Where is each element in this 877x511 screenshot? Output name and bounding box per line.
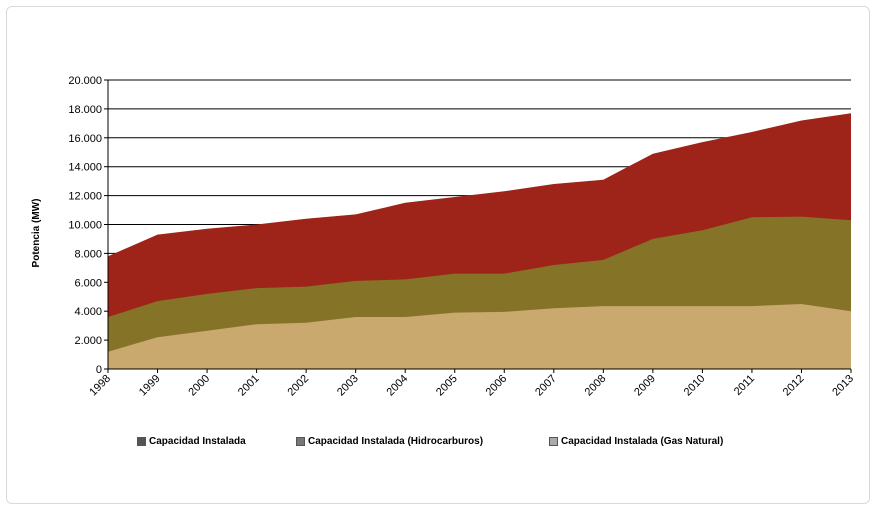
x-tick-label: 2000 <box>186 373 212 399</box>
y-tick-label: 18.000 <box>68 104 102 116</box>
area-series <box>108 113 851 369</box>
axes <box>104 79 852 373</box>
legend-swatch <box>296 437 305 446</box>
legend-item-gas-natural: Capacidad Instalada (Gas Natural) <box>549 436 723 447</box>
y-tick-label: 8.000 <box>74 248 102 260</box>
y-tick-label: 4.000 <box>74 306 102 318</box>
x-tick-label: 2005 <box>434 373 460 399</box>
x-tick-label: 1998 <box>87 373 113 399</box>
y-tick-label: 16.000 <box>68 133 102 145</box>
x-tick-label: 2008 <box>583 373 609 399</box>
legend-label: Capacidad Instalada (Gas Natural) <box>561 436 724 447</box>
y-tick-label: 20.000 <box>68 75 102 87</box>
x-tick-label: 2006 <box>484 373 510 399</box>
x-tick-label: 2011 <box>732 373 757 398</box>
legend-item-capacidad-instalada: Capacidad Instalada <box>137 436 246 447</box>
x-tick-label: 2013 <box>830 373 856 399</box>
legend-swatch <box>137 437 146 446</box>
x-tick-label: 2002 <box>285 373 311 399</box>
legend-label: Capacidad Instalada (Hidrocarburos) <box>308 436 484 447</box>
y-tick-label: 12.000 <box>68 191 102 203</box>
area-capacidad-instalada-gas-natural <box>108 304 851 369</box>
x-tick-labels: 1998 1999 2000 2001 2002 2003 2004 2005 2006 2007… <box>87 373 856 399</box>
x-tick-label: 2009 <box>632 373 658 399</box>
legend-label: Capacidad Instalada <box>149 436 246 447</box>
x-tick-label: 2012 <box>781 373 807 399</box>
x-tick-label: 2007 <box>533 373 559 399</box>
legend-swatch <box>549 437 558 446</box>
y-tick-label: 0 <box>96 364 102 376</box>
x-tick-label: 2003 <box>335 373 361 399</box>
legend-item-hidrocarburos: Capacidad Instalada (Hidrocarburos) <box>296 436 483 447</box>
y-tick-label: 6.000 <box>74 277 102 289</box>
y-tick-labels: 0 2.000 4.000 6.000 8.000 10.000 12.000 14.000 1… <box>68 75 102 376</box>
y-tick-label: 2.000 <box>74 335 102 347</box>
x-tick-label: 2010 <box>682 373 708 399</box>
legend: Capacidad Instalada Capacidad Instalada … <box>0 436 877 452</box>
x-tick-label: 2001 <box>236 373 262 399</box>
x-tick-label: 2004 <box>385 373 411 399</box>
x-tick-label: 1999 <box>137 373 163 399</box>
y-tick-label: 10.000 <box>68 220 102 232</box>
y-tick-label: 14.000 <box>68 162 102 174</box>
y-axis-label: Potencia (MW) <box>31 199 42 268</box>
